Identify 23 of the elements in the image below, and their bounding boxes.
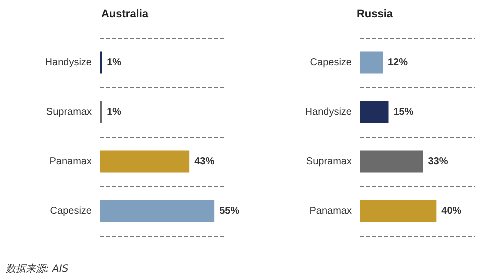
data-label: 12% bbox=[388, 57, 408, 68]
y-tick-label: Handysize bbox=[305, 106, 352, 118]
data-label: 43% bbox=[194, 156, 215, 168]
data-label: 55% bbox=[220, 206, 240, 217]
bar bbox=[360, 150, 424, 173]
y-tick-label: Panamax bbox=[310, 206, 352, 217]
data-label: 1% bbox=[107, 106, 122, 118]
chart-title: Russia bbox=[356, 8, 394, 20]
data-label: 33% bbox=[428, 156, 448, 168]
bar bbox=[360, 200, 437, 222]
y-tick-label: Handysize bbox=[45, 57, 92, 68]
bar bbox=[360, 52, 383, 74]
data-label: 15% bbox=[394, 106, 414, 118]
y-tick-label: Capesize bbox=[310, 57, 352, 68]
y-tick-label: Supramax bbox=[306, 156, 352, 168]
y-tick-label: Supramax bbox=[46, 106, 92, 118]
chart-title: Australia bbox=[101, 8, 150, 20]
data-label: 1% bbox=[107, 57, 122, 68]
y-tick-label: Panamax bbox=[50, 156, 92, 168]
bar bbox=[360, 101, 389, 124]
y-tick-label: Capesize bbox=[50, 206, 92, 217]
data-label: 40% bbox=[442, 206, 462, 217]
source-note: 数据来源: AIS bbox=[6, 262, 69, 276]
